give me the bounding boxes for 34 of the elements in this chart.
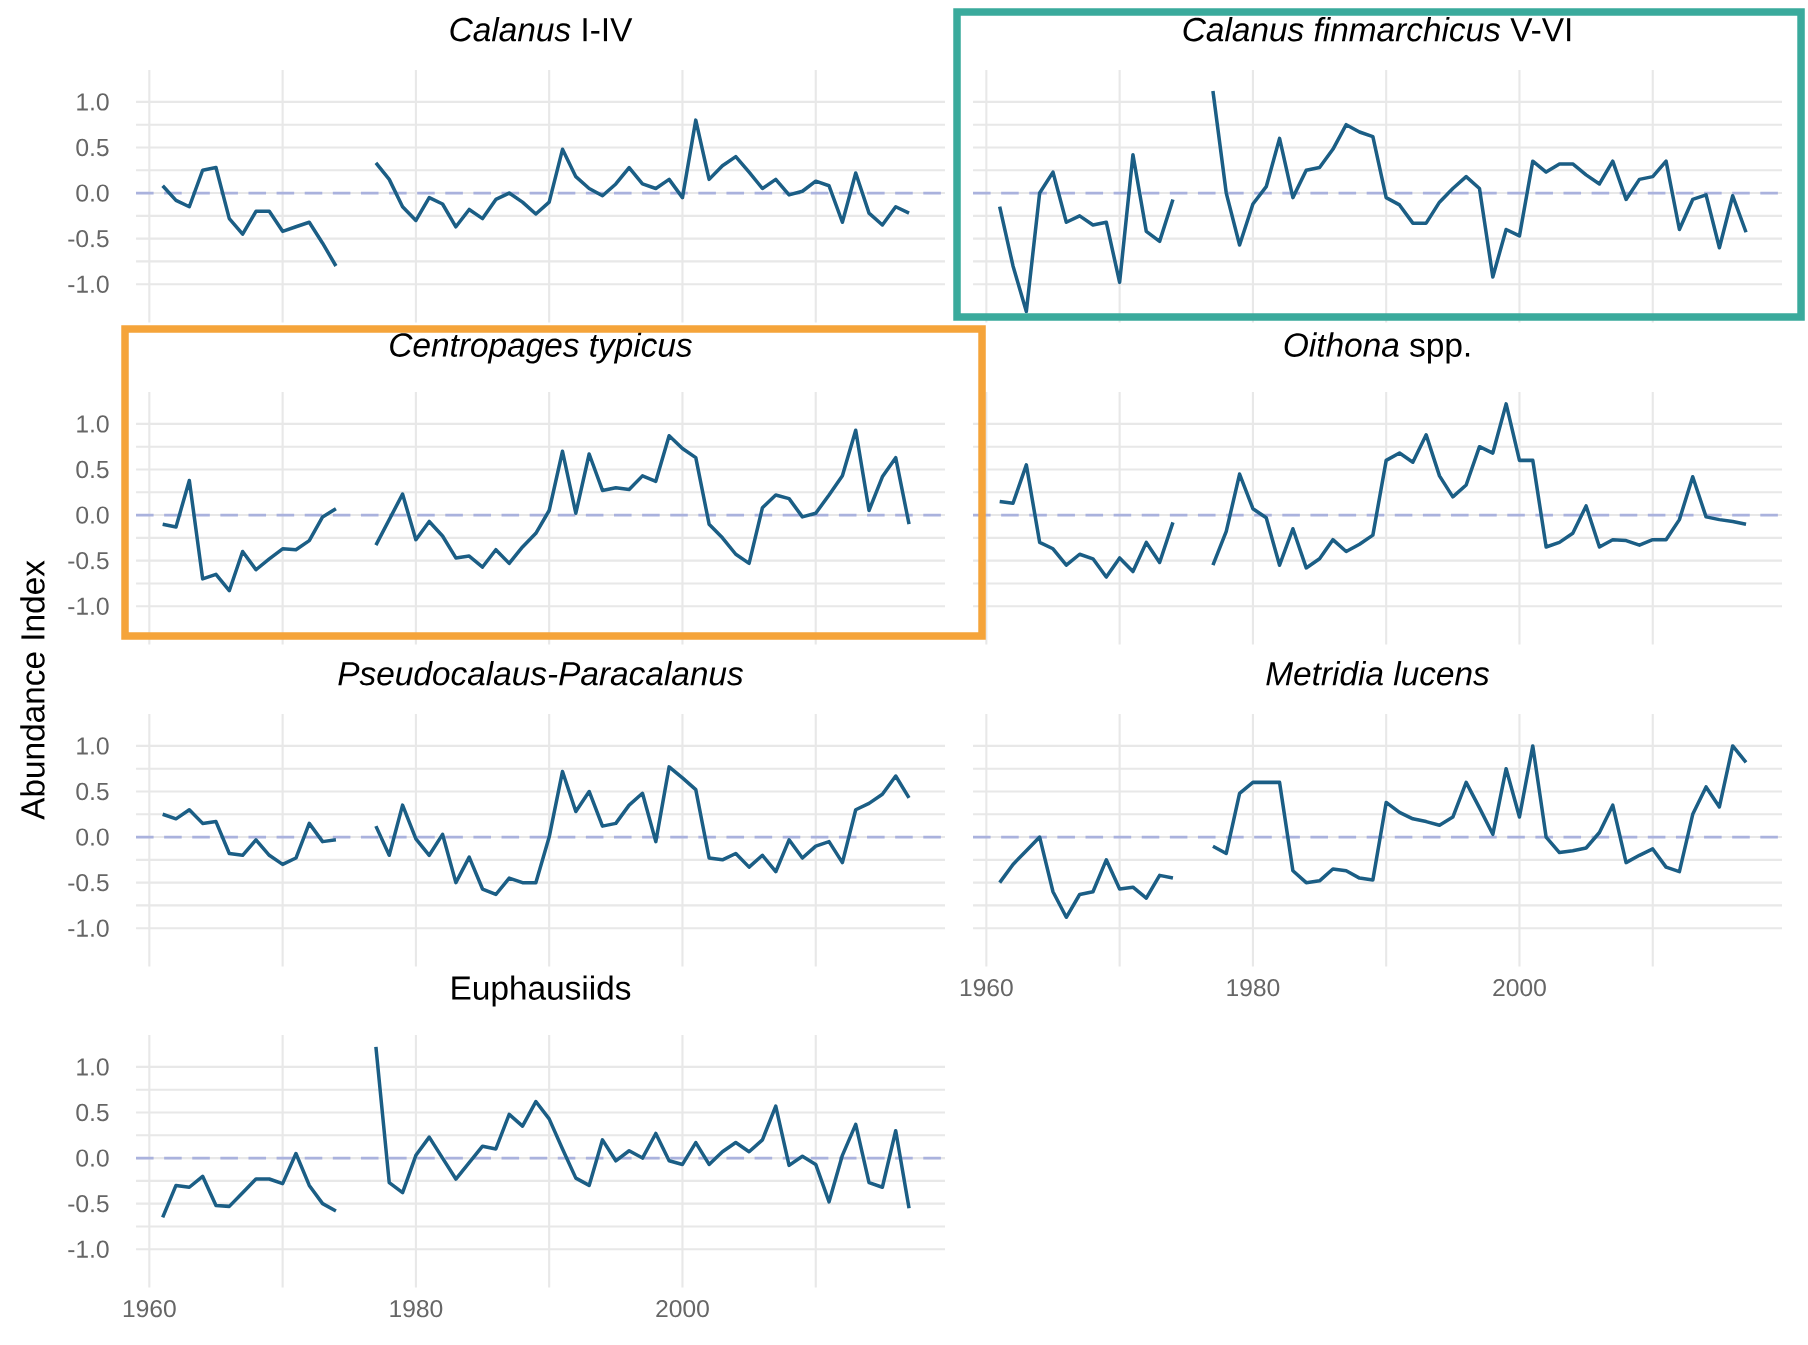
y-tick-label: -1.0 bbox=[68, 275, 109, 293]
chart-title: Calanus I-IV bbox=[450, 16, 633, 42]
y-tick-label: 1.0 bbox=[77, 1058, 109, 1076]
y-tick-label: -1.0 bbox=[68, 1240, 109, 1258]
y-tick-label: -0.5 bbox=[68, 873, 109, 892]
y-tick-label: -1.0 bbox=[68, 919, 109, 937]
y-tick-label: 1.0 bbox=[77, 415, 109, 433]
x-tick-label: 1980 bbox=[390, 1299, 443, 1318]
y-tick-label: 1.0 bbox=[77, 737, 109, 755]
chart-title: Metridia lucens bbox=[1266, 660, 1490, 686]
chart-title: Euphausiids bbox=[452, 975, 631, 1007]
y-tick-label: 0.0 bbox=[76, 184, 109, 202]
x-tick-label: 1980 bbox=[1227, 978, 1280, 997]
y-tick-label: 0.5 bbox=[76, 782, 109, 801]
y-tick-label: 0.0 bbox=[76, 506, 109, 524]
y-tick-label: 0.5 bbox=[76, 138, 109, 157]
x-tick-label: 1960 bbox=[960, 978, 1013, 997]
x-tick-label: 2000 bbox=[1493, 978, 1546, 997]
y-tick-label: 0.5 bbox=[76, 460, 109, 479]
y-tick-label: 0.5 bbox=[76, 1103, 109, 1122]
chart-title: Centropages typicus bbox=[390, 332, 692, 364]
x-tick-label: 1960 bbox=[123, 1299, 176, 1318]
y-axis-title: Abundance Index bbox=[20, 560, 45, 820]
y-tick-label: 0.0 bbox=[76, 828, 109, 846]
y-tick-label: -0.5 bbox=[68, 1194, 109, 1213]
y-tick-label: 0.0 bbox=[76, 1149, 109, 1167]
x-tick-label: 2000 bbox=[656, 1299, 709, 1318]
chart-title: Pseudocalaus-Paracalanus bbox=[338, 660, 744, 686]
chart-title: Calanus finmarchicus V-VI bbox=[1183, 16, 1571, 42]
y-tick-label: -1.0 bbox=[68, 597, 109, 615]
y-tick-label: 1.0 bbox=[77, 93, 109, 111]
y-tick-label: -0.5 bbox=[68, 551, 109, 570]
chart-title: Oithona spp. bbox=[1284, 332, 1470, 364]
y-tick-label: -0.5 bbox=[68, 229, 109, 248]
